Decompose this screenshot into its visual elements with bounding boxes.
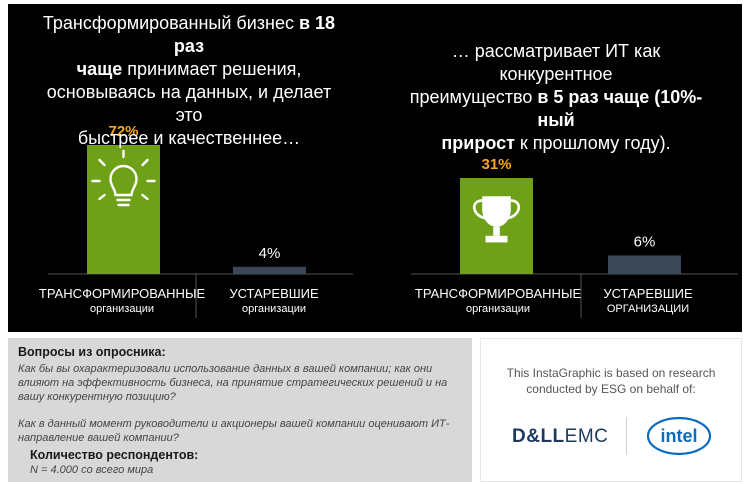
- value-label-transformed-data: 72%: [108, 123, 138, 140]
- left-headline-bold-1: в 18 раз: [173, 13, 336, 56]
- category-label-legacy-right: УСТАРЕВШИЕ ОРГАНИЗАЦИИ: [588, 286, 708, 316]
- category-label-transformed-left: ТРАНСФОРМИРОВАННЫЕ организации: [36, 286, 208, 316]
- category-subtitle: организации: [241, 303, 307, 315]
- bar-transformed-data: [87, 145, 160, 274]
- value-label-transformed-it: 31%: [481, 156, 511, 173]
- respondents-title: Количество респондентов:: [30, 448, 199, 462]
- survey-question-1: Как бы вы охарактеризовали использование…: [18, 363, 448, 403]
- left-headline-text-2: принимает решения,: [122, 59, 302, 79]
- credit-panel: This InstaGraphic is based on research c…: [480, 338, 742, 482]
- bar-charts: 72% 4% 31% 6%: [48, 123, 738, 318]
- right-headline-text-1: … рассматривает ИТ как конкурентное: [451, 41, 661, 84]
- value-label-legacy-data: 4%: [259, 245, 281, 262]
- category-label-legacy-left: УСТАРЕВШИЕ организации: [204, 286, 344, 316]
- left-headline-text-4: быстрее и качественнее…: [77, 128, 301, 148]
- survey-question-2: Как в данный момент руководители и акцио…: [18, 418, 450, 444]
- survey-title: Вопросы из опросника:: [18, 345, 166, 359]
- right-headline-bold-1: в 5 раз чаще (10%-ный: [537, 87, 703, 130]
- intel-swirl: [646, 416, 712, 456]
- credit-text: This InstaGraphic is based on research c…: [506, 366, 716, 396]
- category-subtitle: ОРГАНИЗАЦИИ: [606, 303, 690, 315]
- left-headline-bold-2: чаще: [76, 59, 123, 79]
- infographic-panel: 72% 4% 31% 6% Трансформированный бизнес: [8, 4, 742, 332]
- emc-logo-text: EMC: [564, 426, 609, 447]
- respondents-count: N = 4.000 со всего мира: [30, 464, 154, 476]
- right-headline: … рассматривает ИТ как конкурентное преи…: [406, 40, 706, 155]
- left-headline-text-1: Трансформированный бизнес: [42, 13, 299, 33]
- category-label-transformed-right: ТРАНСФОРМИРОВАННЫЕ организации: [410, 286, 586, 316]
- category-title: ТРАНСФОРМИРОВАННЫЕ: [38, 286, 206, 301]
- left-headline: Трансформированный бизнес в 18 раз чаще …: [34, 12, 344, 150]
- intel-logo: intel: [646, 416, 712, 456]
- logo-divider: [626, 417, 627, 455]
- right-headline-text-2: преимущество: [409, 87, 538, 107]
- category-subtitle: организации: [89, 303, 155, 315]
- bar-legacy-data: [233, 266, 306, 274]
- category-title: УСТАРЕВШИЕ: [229, 286, 319, 301]
- right-headline-text-3: к прошлому году).: [514, 133, 671, 153]
- category-subtitle: организации: [465, 303, 531, 315]
- category-title: ТРАНСФОРМИРОВАННЫЕ: [414, 286, 582, 301]
- survey-panel: Вопросы из опросника: Как бы вы охаракте…: [8, 338, 472, 482]
- dell-logo-text: D&LL: [512, 426, 565, 447]
- left-headline-text-3: основываясь на данных, и делает это: [46, 82, 332, 125]
- trophy-icon: [473, 196, 520, 243]
- dell-emc-logo: D&LLEMC: [512, 426, 608, 448]
- intel-logo-text: intel: [660, 426, 697, 446]
- right-headline-bold-2: прирост: [441, 133, 515, 153]
- value-label-legacy-it: 6%: [634, 233, 656, 250]
- lightbulb-icon: [91, 149, 156, 207]
- bar-legacy-it: [608, 255, 681, 274]
- category-title: УСТАРЕВШИЕ: [603, 286, 693, 301]
